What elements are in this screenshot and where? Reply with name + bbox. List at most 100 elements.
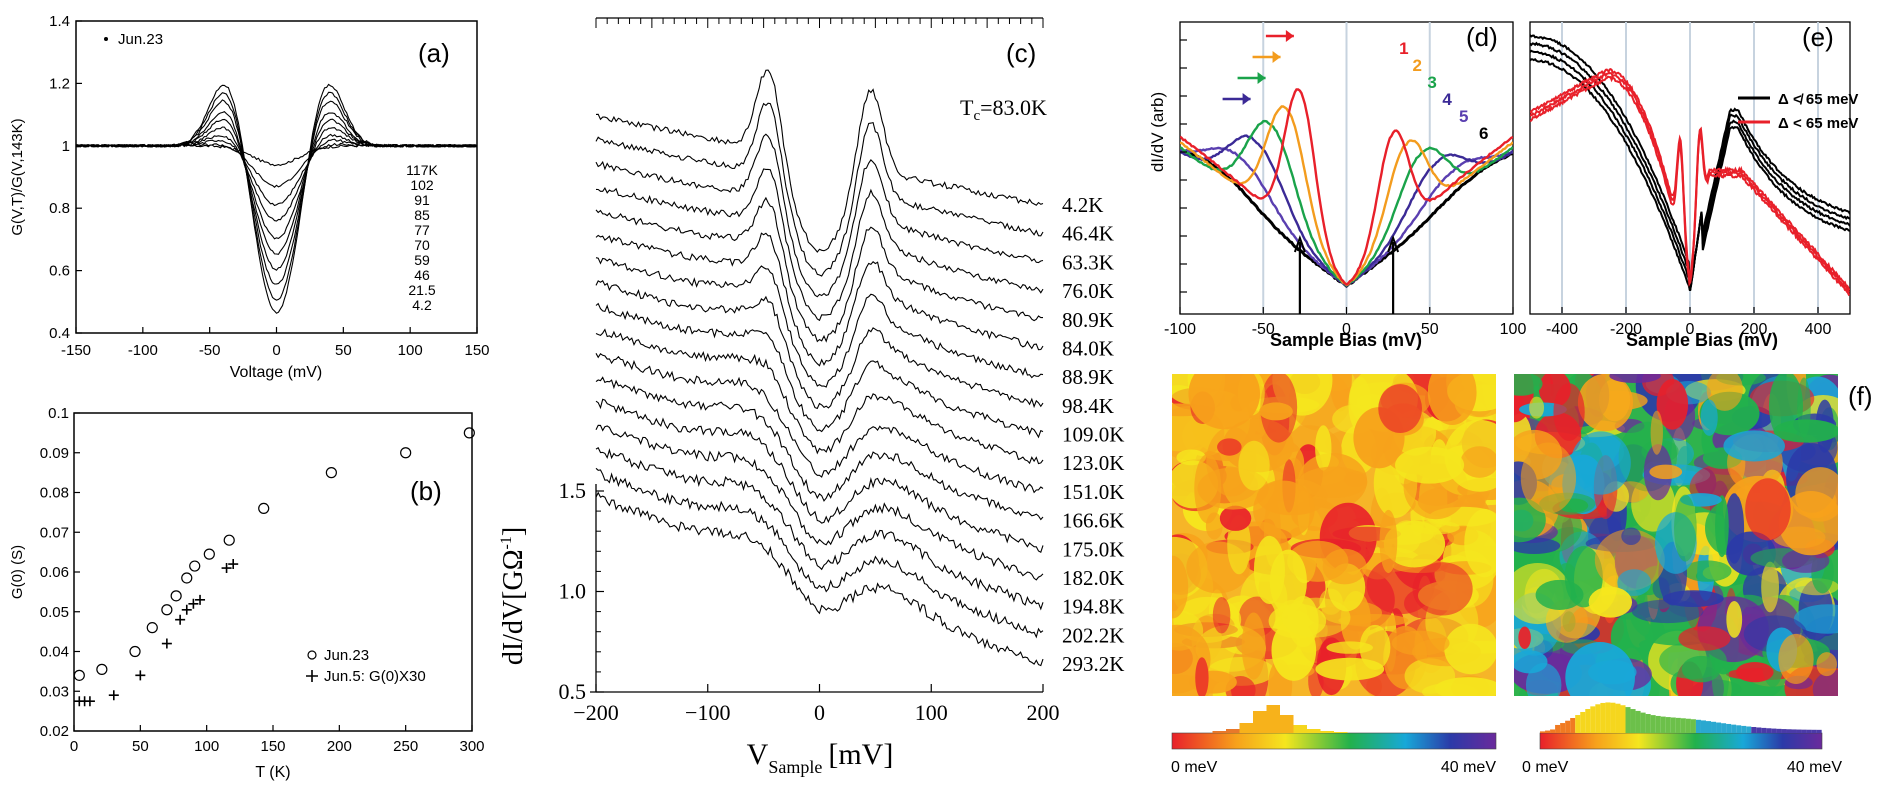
panel-c-series-labels: 4.2K 46.4K 63.3K 76.0K 80.9K 84.0K 88.9K 98.4K 1… [1062, 193, 1124, 676]
b-xtick-label: 0 [70, 738, 78, 755]
colorbar-right-hist-bar [1806, 729, 1812, 733]
heatmap-blob [1535, 579, 1584, 610]
c-curve [595, 491, 1044, 667]
c-curve [595, 376, 1044, 521]
colorbar-right-hist-bar [1565, 720, 1571, 733]
panel-b-ticks: 0 50 100 150 200 250 300 0.02 0.03 0.04 0.05 0.06 0.… [40, 405, 485, 755]
colorbar-right-hist-bar [1736, 725, 1742, 733]
e-xtick-label: -400 [1546, 321, 1578, 338]
d-xtick-label: 100 [1500, 321, 1527, 338]
panel-b-label: (b) [410, 476, 442, 506]
colorbar-right-hist-bar [1776, 728, 1782, 733]
panel-a-legend-marker [104, 37, 108, 41]
c-series-label: 80.9K [1062, 308, 1114, 332]
colorbar-left-hist-bar [1226, 729, 1240, 733]
colorbar-right-hist-bar [1560, 723, 1566, 733]
c-series-label: 166.6K [1062, 509, 1124, 533]
panel-a-ticks: -150 -100 -50 0 50 100 150 0.4 0.6 0.8 1 1.2 1.4 [49, 13, 489, 359]
b-point-plus [181, 604, 192, 615]
heatmap-blob [1726, 600, 1743, 638]
panel-d-gridlines [1262, 22, 1431, 314]
heatmap-blob [1518, 626, 1531, 649]
b-point-circle [203, 548, 215, 560]
heatmap-blob [1359, 624, 1391, 670]
panel-c-annotation-t: T [960, 95, 974, 120]
c-curve [595, 102, 1044, 277]
heatmap-blob [1520, 442, 1577, 514]
b-ytick-label: 0.07 [40, 524, 69, 541]
c-xtick-label: 100 [915, 700, 948, 725]
a-series-label: 21.5 [408, 282, 435, 298]
e-curve-red [1530, 75, 1850, 297]
c-series-label: 98.4K [1062, 394, 1114, 418]
a-ytick-label: 1 [62, 138, 70, 155]
d-series-number: 6 [1479, 124, 1488, 143]
a-ytick-label: 1.2 [49, 75, 70, 92]
colorbar-right-hist-bar [1741, 725, 1747, 733]
heatmap-blob [1404, 658, 1456, 694]
a-xtick-label: -50 [199, 342, 221, 359]
heatmap-blob [1723, 430, 1785, 462]
colorbar-right-hist-bar [1595, 704, 1601, 733]
colorbar-right-hist-bar [1786, 729, 1792, 733]
c-series-label: 84.0K [1062, 336, 1114, 360]
colorbar-right-max: 40 meV [1787, 759, 1842, 776]
panel-c-ticks: −200 −100 0 100 200 0.5 1.0 1.5 [559, 18, 1060, 725]
panel-d-arrows [1222, 30, 1400, 314]
colorbar-right-hist-bar [1635, 710, 1641, 733]
colorbar-right-hist-bar [1766, 728, 1772, 733]
c-series-label: 202.2K [1062, 623, 1124, 647]
heatmap-blob [1706, 374, 1743, 411]
c-xtick-label: 0 [814, 700, 825, 725]
heatmap-blob [1412, 562, 1473, 616]
colorbar-left [1171, 732, 1497, 750]
c-curve [595, 69, 1044, 253]
a-xtick-label: 50 [335, 342, 352, 359]
colorbar-right-hist-bar [1796, 729, 1802, 733]
heatmap-blob [1565, 642, 1635, 696]
panel-e-label: (e) [1802, 22, 1834, 52]
a-xtick-label: 150 [464, 342, 489, 359]
b-point-circle [325, 467, 337, 479]
colorbar-left-hist-bar [1212, 731, 1226, 733]
b-ytick-label: 0.05 [40, 604, 69, 621]
d-left-arrow-head [1242, 93, 1251, 105]
heatmap-blob [1194, 453, 1222, 524]
panel-d-ylabel: dI/dV (arb) [1148, 92, 1167, 172]
a-ytick-label: 1.4 [49, 13, 70, 30]
b-ytick-label: 0.04 [40, 644, 69, 661]
colorbar-right-hist-bar [1665, 717, 1671, 733]
panel-c-ylabel-close: ] [498, 527, 529, 536]
b-xtick-label: 100 [194, 738, 219, 755]
panel-b-legend-2: Jun.5: G(0)X30 [324, 668, 426, 685]
colorbar-right-hist-bar [1600, 702, 1606, 733]
a-series-label: 46 [414, 267, 430, 283]
b-point-circle [73, 669, 85, 681]
colorbar-right-min: 0 meV [1522, 759, 1569, 776]
heatmap-blob [1217, 438, 1242, 456]
c-ytick-label: 0.5 [559, 679, 587, 704]
c-curve [595, 133, 1044, 298]
d-up-arrow-head [1387, 235, 1400, 253]
panel-e-legend-red: Δ < 65 meV [1778, 115, 1858, 132]
panel-c-xlabel-sub: Sample [768, 757, 822, 777]
c-curve [595, 467, 1044, 639]
b-point-plus [195, 594, 206, 605]
d-up-arrow-head [1293, 235, 1306, 253]
heatmap-blob [1816, 652, 1838, 677]
heatmap-blob [1172, 555, 1189, 619]
b-ytick-label: 0.09 [40, 445, 69, 462]
colorbar-right-hist-bar [1771, 728, 1777, 733]
colorbar-left-min: 0 meV [1171, 759, 1218, 776]
d-xtick-label: 0 [1342, 321, 1351, 338]
c-series-label: 88.9K [1062, 365, 1114, 389]
a-ytick-label: 0.4 [49, 325, 70, 342]
d-series-number: 5 [1459, 107, 1468, 126]
panel-a-ylabel: G(V,T)/G(V,143K) [9, 118, 26, 235]
colorbar-right-hist-bar [1716, 722, 1722, 733]
heatmap-blob [1588, 586, 1633, 618]
c-series-label: 46.4K [1062, 222, 1114, 246]
c-series-label: 4.2K [1062, 193, 1103, 217]
panel-f: (f) 0 meV 40 meV 0 meV 40 meV [1171, 374, 1873, 776]
